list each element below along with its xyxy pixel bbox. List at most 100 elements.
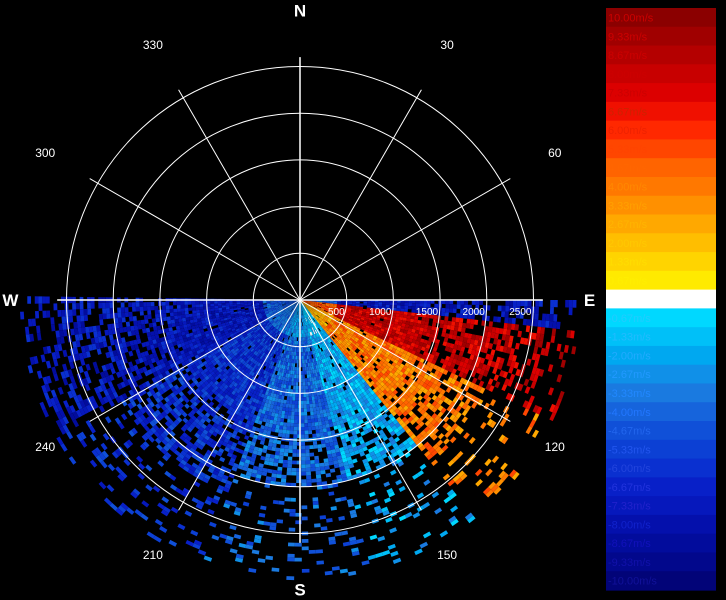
velocity-cell: [309, 311, 312, 315]
velocity-cell: [341, 342, 346, 346]
velocity-cell: [219, 400, 225, 406]
velocity-cell: [306, 317, 309, 321]
velocity-cell: [301, 303, 303, 307]
velocity-cell: [229, 393, 234, 399]
velocity-cell: [437, 393, 444, 400]
velocity-cell: [276, 440, 282, 445]
velocity-cell: [313, 338, 317, 343]
velocity-cell: [216, 397, 222, 404]
velocity-cell: [317, 348, 321, 353]
velocity-cell: [387, 314, 393, 319]
velocity-cell: [324, 327, 328, 332]
velocity-cell: [229, 398, 235, 404]
velocity-cell: [280, 414, 285, 419]
velocity-cell: [400, 402, 407, 409]
velocity-cell: [79, 431, 87, 440]
velocity-cell: [154, 437, 162, 445]
velocity-cell: [327, 392, 332, 397]
velocity-cell: [297, 341, 300, 345]
velocity-cell: [323, 354, 327, 359]
velocity-cell: [327, 403, 332, 409]
velocity-cell: [217, 361, 222, 367]
velocity-cell: [160, 448, 168, 455]
velocity-cell: [251, 426, 257, 431]
velocity-cell: [320, 363, 324, 368]
velocity-cell: [280, 337, 284, 342]
velocity-cell: [334, 313, 339, 316]
velocity-cell: [307, 301, 312, 303]
velocity-cell: [338, 515, 346, 521]
velocity-cell: [145, 464, 153, 472]
velocity-cell: [337, 301, 342, 303]
velocity-cell: [266, 321, 270, 325]
velocity-cell: [354, 337, 360, 341]
velocity-cell: [233, 382, 238, 388]
velocity-cell: [281, 372, 284, 377]
velocity-cell: [288, 441, 294, 446]
velocity-cell: [308, 328, 311, 333]
velocity-cell: [257, 371, 261, 376]
velocity-cell: [547, 364, 554, 373]
velocity-cell: [384, 311, 389, 315]
velocity-cell: [428, 431, 436, 438]
velocity-cell: [292, 366, 295, 371]
velocity-cell: [367, 303, 371, 306]
velocity-cell: [323, 317, 328, 321]
velocity-cell: [300, 356, 303, 360]
velocity-cell: [250, 331, 255, 336]
velocity-cell: [434, 396, 441, 403]
velocity-cell: [282, 311, 286, 315]
velocity-cell: [284, 444, 289, 449]
velocity-cell: [483, 370, 489, 377]
velocity-cell: [316, 414, 321, 419]
velocity-cell: [421, 377, 427, 383]
velocity-cell: [519, 312, 524, 319]
velocity-cell: [351, 321, 356, 325]
velocity-cell: [270, 480, 276, 486]
velocity-cell: [370, 303, 375, 307]
velocity-cell: [281, 410, 286, 415]
velocity-cell: [301, 303, 303, 308]
velocity-cell: [294, 310, 297, 315]
velocity-cell: [358, 339, 363, 344]
velocity-cell: [295, 348, 298, 353]
velocity-cell: [269, 352, 274, 357]
velocity-cell: [62, 424, 70, 433]
velocity-cell: [328, 419, 333, 424]
velocity-cell: [302, 382, 306, 386]
velocity-cell: [242, 379, 247, 385]
velocity-cell: [266, 314, 271, 318]
velocity-cell: [324, 332, 329, 336]
velocity-cell: [249, 445, 255, 450]
velocity-cell: [236, 329, 241, 334]
velocity-cell: [201, 377, 207, 384]
velocity-cell: [358, 309, 363, 313]
velocity-cell: [329, 337, 333, 342]
velocity-cell: [386, 419, 393, 425]
velocity-cell: [301, 546, 309, 551]
velocity-cell: [364, 349, 369, 354]
velocity-cell: [317, 417, 322, 422]
velocity-cell: [207, 437, 214, 444]
velocity-cell: [454, 477, 463, 485]
velocity-cell: [367, 351, 372, 356]
velocity-cell: [333, 348, 337, 353]
velocity-cell: [345, 358, 350, 363]
velocity-cell: [231, 375, 236, 381]
velocity-cell: [155, 397, 161, 404]
velocity-cell: [380, 315, 385, 320]
velocity-cell: [551, 328, 557, 336]
velocity-cell: [422, 411, 429, 418]
velocity-cell: [527, 300, 532, 307]
velocity-cell: [309, 403, 313, 408]
velocity-cell: [108, 399, 115, 408]
velocity-cell: [343, 410, 348, 415]
velocity-cell: [254, 341, 259, 346]
velocity-cell: [412, 511, 421, 519]
velocity-cell: [244, 398, 250, 404]
velocity-cell: [346, 456, 352, 462]
velocity-cell: [348, 536, 357, 542]
velocity-cell: [277, 398, 282, 403]
velocity-cell: [460, 300, 465, 305]
velocity-cell: [303, 333, 306, 338]
